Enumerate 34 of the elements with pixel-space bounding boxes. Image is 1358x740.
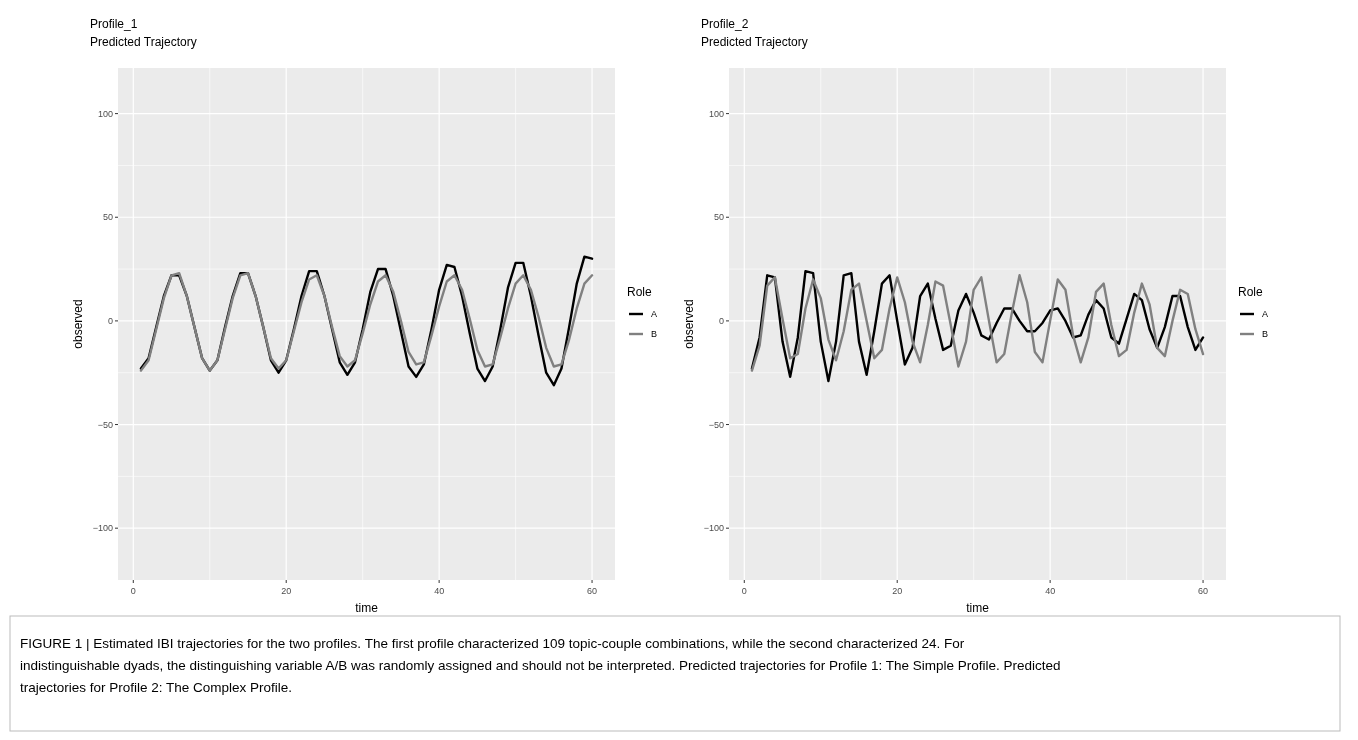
y-tick-label: −50 <box>97 419 113 430</box>
y-tick-label: 100 <box>708 108 724 119</box>
chart-title: Profile_1 <box>90 17 138 31</box>
legend-title: Role <box>627 285 653 299</box>
y-tick-label: 0 <box>718 316 724 327</box>
x-tick-label: 20 <box>281 586 292 596</box>
y-tick-label: −100 <box>92 523 113 534</box>
y-tick-label: 100 <box>97 108 113 119</box>
x-tick-label: 0 <box>130 586 136 596</box>
legend-title: Role <box>1238 285 1264 299</box>
legend-label: A <box>651 309 658 320</box>
legend-label: B <box>651 329 658 340</box>
y-tick-label: −50 <box>708 419 724 430</box>
chart-subtitle: Predicted Trajectory <box>701 35 808 49</box>
chart-subtitle: Predicted Trajectory <box>90 35 197 49</box>
x-tick-label: 40 <box>434 586 445 596</box>
x-tick-label: 0 <box>741 586 747 596</box>
x-tick-label: 40 <box>1045 586 1056 596</box>
y-tick-label: 50 <box>102 212 113 223</box>
y-tick-label: 0 <box>107 316 113 327</box>
x-tick-label: 20 <box>892 586 903 596</box>
chart-title: Profile_2 <box>701 17 749 31</box>
x-tick-label: 60 <box>1198 586 1209 596</box>
y-tick-label: 50 <box>713 212 724 223</box>
y-axis-title: observed <box>71 299 85 349</box>
x-axis-title: time <box>966 601 990 615</box>
y-tick-label: −100 <box>703 523 724 534</box>
legend-label: B <box>1262 329 1269 340</box>
x-tick-label: 60 <box>587 586 598 596</box>
legend-label: A <box>1262 309 1269 320</box>
y-axis-title: observed <box>682 299 696 349</box>
caption: FIGURE 1 | Estimated IBI trajectories for the two profiles. The first profile characterized 109 topic-couple combinations, while the second characterized 24. For indistinguishable dyads, the distinguishing variable A/B was randomly assigned and should not be interpreted. Predicted trajectories for Profile 1: The Simple Profile. Predicted trajectories for Profile 2: The Complex Profile. <box>20 636 1061 695</box>
x-axis-title: time <box>355 601 379 615</box>
line-series <box>139 272 594 372</box>
